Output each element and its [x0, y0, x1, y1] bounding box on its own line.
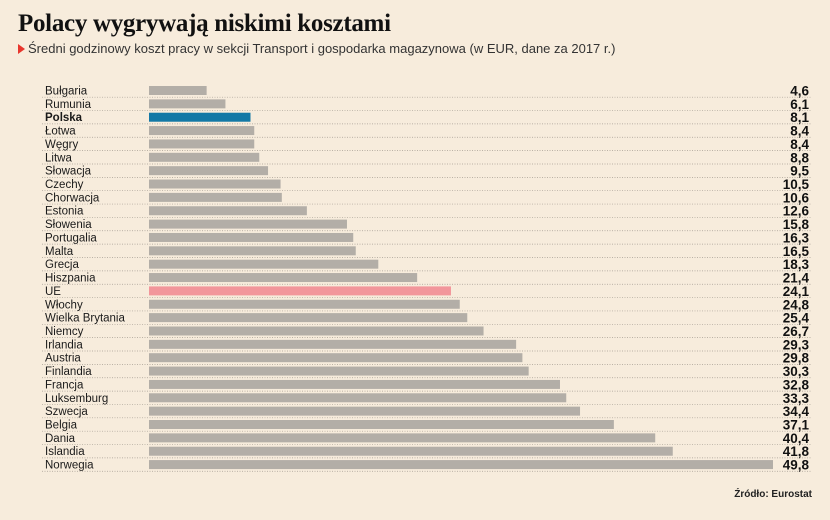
bar-włochy	[149, 299, 460, 309]
value-label: 25,4	[783, 311, 810, 326]
category-label: Włochy	[45, 299, 83, 311]
category-label: Rumunia	[45, 99, 92, 111]
category-label: Szwecja	[45, 406, 88, 418]
value-label: 24,1	[783, 284, 810, 299]
chart-subtitle: Średni godzinowy koszt pracy w sekcji Tr…	[18, 41, 615, 56]
value-label: 21,4	[783, 271, 810, 286]
value-label: 49,8	[783, 458, 810, 473]
category-label: Francja	[45, 379, 84, 391]
bar-malta	[149, 246, 356, 256]
category-label: Hiszpania	[45, 273, 96, 285]
category-label: Irlandia	[45, 339, 83, 351]
value-label: 8,4	[790, 137, 809, 152]
bar-grecja	[149, 259, 379, 269]
value-label: 6,1	[790, 97, 809, 112]
value-label: 16,3	[783, 230, 810, 245]
category-label: UE	[45, 286, 61, 298]
category-label: Słowenia	[45, 219, 92, 231]
source-note: Źródło: Eurostat	[734, 489, 812, 500]
bar-bułgaria	[149, 86, 207, 95]
value-label: 30,3	[783, 364, 810, 379]
value-label: 15,8	[783, 217, 810, 232]
value-label: 8,8	[790, 150, 809, 165]
category-label: Słowacja	[45, 166, 92, 178]
bar-węgry	[149, 139, 255, 149]
category-label: Czechy	[45, 179, 84, 191]
value-label: 41,8	[783, 444, 810, 459]
value-label: 24,8	[783, 297, 810, 312]
bar-luksemburg	[149, 393, 567, 403]
category-label: Chorwacja	[45, 192, 100, 204]
chart-title: Polacy wygrywają niskimi kosztami	[18, 10, 391, 37]
subtitle-text: Średni godzinowy koszt pracy w sekcji Tr…	[28, 41, 616, 56]
value-label: 26,7	[783, 324, 809, 339]
category-label: Bułgaria	[45, 86, 88, 98]
bar-litwa	[149, 152, 260, 162]
category-label: Dania	[45, 433, 76, 445]
category-label: Wielka Brytania	[45, 313, 125, 325]
category-label: Niemcy	[45, 326, 84, 338]
bar-belgia	[149, 420, 614, 429]
category-label: Malta	[45, 246, 74, 258]
category-label: Litwa	[45, 152, 72, 164]
category-label: Belgia	[45, 420, 78, 432]
bar-rumunia	[149, 99, 226, 109]
category-label: Polska	[45, 112, 83, 124]
bar-estonia	[149, 206, 307, 216]
value-label: 12,6	[783, 204, 810, 219]
bar-norwegia	[149, 460, 773, 470]
value-label: 40,4	[783, 431, 810, 446]
value-label: 37,1	[783, 418, 810, 433]
bar-czechy	[149, 179, 281, 189]
bar-hiszpania	[149, 273, 418, 283]
category-label: Łotwa	[45, 126, 76, 138]
bar-łotwa	[149, 126, 255, 136]
value-label: 29,8	[783, 351, 810, 366]
bar-dania	[149, 433, 656, 443]
value-label: 32,8	[783, 377, 810, 392]
bar-irlandia	[149, 339, 517, 349]
category-label: Austria	[45, 353, 81, 365]
bar-słowacja	[149, 166, 269, 176]
category-label: Finlandia	[45, 366, 92, 378]
bar-islandia	[149, 446, 673, 456]
category-label: Norwegia	[45, 460, 94, 472]
bar-słowenia	[149, 219, 347, 229]
value-label: 10,5	[783, 177, 810, 192]
category-label: Islandia	[45, 446, 85, 458]
bar-finlandia	[149, 366, 529, 376]
value-label: 18,3	[783, 257, 810, 272]
value-label: 4,6	[790, 84, 809, 99]
bar-ue	[149, 286, 451, 296]
bar-polska	[149, 112, 251, 122]
value-label: 8,1	[790, 110, 809, 125]
value-label: 33,3	[783, 391, 810, 406]
category-label: Estonia	[45, 206, 84, 218]
category-label: Luksemburg	[45, 393, 108, 405]
category-label: Grecja	[45, 259, 79, 271]
value-label: 29,3	[783, 337, 810, 352]
subtitle-marker-icon	[18, 43, 25, 54]
value-label: 16,5	[783, 244, 810, 259]
bar-francja	[149, 379, 560, 389]
category-label: Portugalia	[45, 232, 97, 244]
category-label: Węgry	[45, 139, 78, 151]
bar-portugalia	[149, 232, 354, 242]
value-label: 10,6	[783, 190, 810, 205]
value-label: 9,5	[790, 164, 809, 179]
bar-chorwacja	[149, 192, 282, 202]
value-label: 34,4	[783, 404, 810, 419]
bar-szwecja	[149, 406, 581, 416]
value-label: 8,4	[790, 124, 809, 139]
bar-wielka-brytania	[149, 313, 468, 323]
bar-niemcy	[149, 326, 484, 336]
bar-austria	[149, 353, 523, 363]
